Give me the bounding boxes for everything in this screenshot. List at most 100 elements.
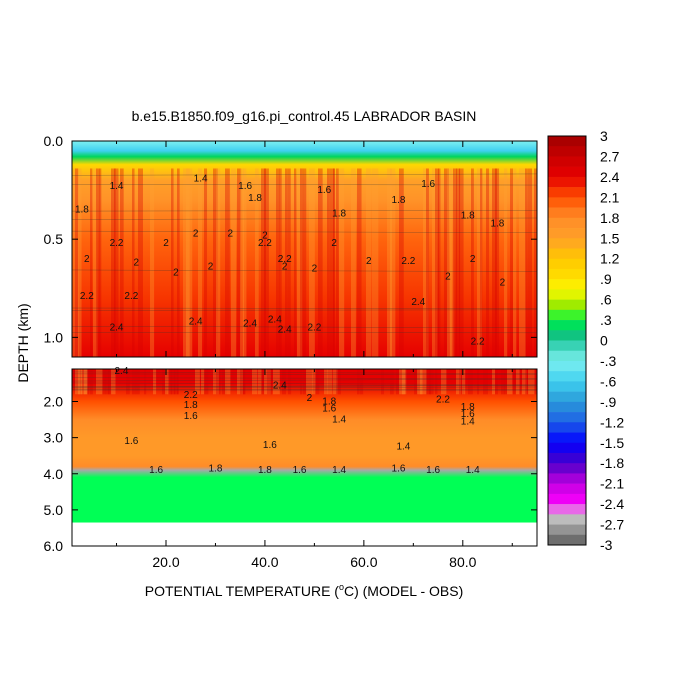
- contour-label: 2: [193, 228, 199, 239]
- colorbar-band: [548, 166, 586, 178]
- contour-label: 1.8: [332, 209, 346, 220]
- contour-label: 1.6: [184, 411, 198, 422]
- colorbar-band: [548, 534, 586, 546]
- lower-panel-overlay: [72, 369, 537, 395]
- contour-label: 2.4: [110, 323, 124, 334]
- contour-label: 2.2: [307, 323, 321, 334]
- contour-label: 2: [84, 254, 90, 265]
- y-tick-label: 0.0: [44, 133, 64, 149]
- colorbar-label: -2.1: [600, 476, 624, 492]
- y-tick-label: 5.0: [44, 502, 64, 518]
- upper-y-ticks: 0.0 0.5 1.0: [44, 133, 537, 345]
- y-tick-label: 4.0: [44, 466, 64, 482]
- chart-title: b.e15.B1850.f09_g16.pi_control.45 LABRAD…: [132, 108, 477, 124]
- colorbar-band: [548, 524, 586, 536]
- contour-label: 2: [228, 228, 234, 239]
- contour-label: 2: [445, 271, 451, 282]
- colorbar: 3 2.7 2.4 2.1 1.8 1.5 1.2 .9 .6 .3 0 -.3 -.6 -.9 -1.2 -…: [547, 128, 624, 553]
- colorbar-label: 2.7: [600, 148, 620, 164]
- contour-label: 1.6: [322, 404, 336, 415]
- colorbar-band: [548, 422, 586, 433]
- y-axis-label: DEPTH (km): [15, 303, 31, 382]
- contour-label: 2.2: [80, 291, 94, 302]
- contour-label: 1.6: [293, 465, 307, 476]
- x-axis-label: POTENTIAL TEMPERATURE (oC) (MODEL - OBS): [145, 582, 464, 599]
- colorbar-band: [548, 228, 586, 239]
- colorbar-band: [548, 350, 586, 362]
- colorbar-band: [548, 207, 586, 219]
- colorbar-label: 0: [600, 333, 608, 349]
- lower-panel-frame: [71, 368, 538, 547]
- colorbar-label: -1.2: [600, 414, 624, 430]
- contour-label: 2: [134, 258, 140, 269]
- contour-label: 1.4: [332, 465, 346, 476]
- contour-label: 1.6: [263, 440, 277, 451]
- colorbar-band: [548, 197, 586, 208]
- contour-label: 2: [262, 230, 268, 241]
- colorbar-band: [548, 412, 586, 423]
- colorbar-band: [548, 238, 586, 249]
- colorbar-label: -3: [600, 537, 613, 553]
- contour-label: 2: [208, 262, 214, 273]
- contour-label: 2: [331, 238, 337, 249]
- y-tick-label: 6.0: [44, 538, 64, 554]
- lower-y-ticks: 2.0 3.0 4.0 5.0 6.0: [44, 394, 537, 554]
- colorbar-band: [548, 136, 586, 147]
- colorbar-band: [548, 258, 586, 270]
- contour-label: 1.8: [258, 465, 272, 476]
- y-tick-label: 3.0: [44, 430, 64, 446]
- colorbar-label: 2.4: [600, 169, 620, 185]
- contour-label: 1.4: [332, 415, 346, 426]
- contour-label: 2: [470, 254, 476, 265]
- colorbar-label: 1.8: [600, 210, 620, 226]
- contour-label: 1.8: [209, 463, 223, 474]
- contour-label: 1.4: [461, 416, 475, 427]
- contour-label: 1.4: [396, 442, 410, 453]
- x-tick-label: 20.0: [152, 554, 179, 570]
- y-tick-label: 1.0: [44, 329, 64, 345]
- x-axis-ticks: 20.0 40.0 60.0 80.0: [116, 141, 513, 570]
- colorbar-band: [548, 483, 586, 495]
- contour-label: 2.2: [110, 238, 124, 249]
- colorbar-band: [548, 391, 586, 403]
- contour-label: 1.6: [426, 465, 440, 476]
- x-tick-label: 60.0: [350, 554, 377, 570]
- contour-label: 2.4: [273, 380, 287, 391]
- colorbar-band: [548, 309, 586, 321]
- colorbar-band: [548, 156, 586, 167]
- colorbar-label: 1.5: [600, 230, 620, 246]
- contour-label: 1.4: [110, 181, 124, 192]
- contour-label: 1.8: [184, 400, 198, 411]
- upper-panel-overlay: [72, 168, 537, 357]
- colorbar-band: [548, 217, 586, 229]
- contour-label: 2.2: [401, 256, 415, 267]
- x-axis-label-main: POTENTIAL TEMPERATURE (: [145, 583, 340, 599]
- colorbar-label: -1.8: [600, 455, 624, 471]
- colorbar-label: .3: [600, 312, 612, 328]
- x-axis-label-unit: C) (MODEL - OBS): [344, 583, 463, 599]
- colorbar-label: -.9: [600, 394, 617, 410]
- contour-label: 1.6: [317, 185, 331, 196]
- contour-label: 2: [307, 393, 313, 404]
- contour-label: 2.2: [471, 336, 485, 347]
- contour-label: 2.2: [278, 254, 292, 265]
- colorbar-label: .6: [600, 292, 612, 308]
- contour-label: 2: [312, 264, 318, 275]
- colorbar-band: [548, 504, 586, 515]
- contour-label: 1.8: [322, 397, 336, 408]
- contour-label: 2.2: [124, 291, 138, 302]
- colorbar-band: [548, 514, 586, 525]
- colorbar-frame: [547, 135, 587, 546]
- colorbar-band: [548, 493, 586, 505]
- contour-label: 2.4: [411, 297, 425, 308]
- contour-label: 1.8: [392, 195, 406, 206]
- contour-label: 2.4: [243, 319, 257, 330]
- colorbar-band: [548, 187, 586, 198]
- colorbar-band: [548, 146, 586, 157]
- colorbar-label: 1.2: [600, 251, 620, 267]
- contour-label: 1.8: [461, 211, 475, 222]
- colorbar-label: -.3: [600, 353, 617, 369]
- y-tick-label: 0.5: [44, 231, 64, 247]
- colorbar-label: .9: [600, 271, 612, 287]
